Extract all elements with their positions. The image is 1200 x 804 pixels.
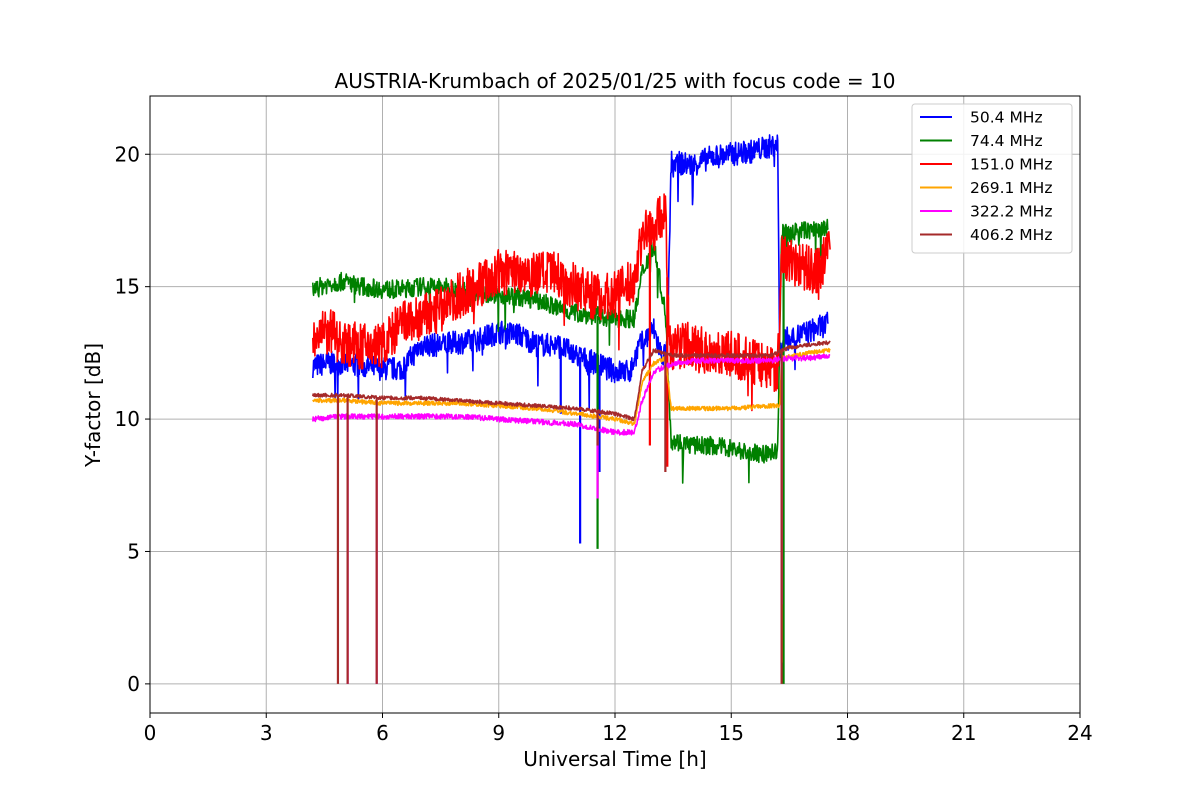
y-tick-label: 0 <box>127 672 140 696</box>
x-tick-label: 9 <box>492 721 505 745</box>
legend-label: 322.2 MHz <box>970 203 1052 221</box>
x-tick-label: 0 <box>144 721 157 745</box>
x-tick-label: 3 <box>260 721 273 745</box>
y-tick-label: 5 <box>127 539 140 563</box>
legend-label: 74.4 MHz <box>970 132 1043 150</box>
legend: 50.4 MHz 74.4 MHz 151.0 MHz 269.1 MHz 322.2… <box>911 103 1073 254</box>
series-layer <box>312 134 831 684</box>
x-tick-label: 12 <box>602 721 627 745</box>
series-line <box>312 193 831 412</box>
y-axis-label: Y-factor [dB] <box>81 343 105 468</box>
series-line <box>312 134 829 409</box>
legend-label: 151.0 MHz <box>970 156 1052 174</box>
y-tick-label: 15 <box>115 275 140 299</box>
x-tick-label: 21 <box>951 721 976 745</box>
x-tick-label: 6 <box>376 721 389 745</box>
legend-label: 50.4 MHz <box>970 109 1043 127</box>
series-line <box>312 218 829 484</box>
x-tick-label: 18 <box>835 721 860 745</box>
y-tick-label: 10 <box>115 407 140 431</box>
legend-label: 406.2 MHz <box>970 226 1052 244</box>
series-line <box>312 353 831 436</box>
chart-title: AUSTRIA-Krumbach of 2025/01/25 with focu… <box>335 69 896 93</box>
x-tick-label: 24 <box>1067 721 1092 745</box>
series-line <box>312 340 831 422</box>
tick-layer: 0 3 6 9 12 15 18 21 24 0 5 10 15 20 <box>115 142 1093 745</box>
x-axis-label: Universal Time [h] <box>523 747 706 771</box>
x-tick-label: 15 <box>719 721 744 745</box>
y-tick-label: 20 <box>115 142 140 166</box>
legend-label: 269.1 MHz <box>970 179 1052 197</box>
series-line <box>312 347 831 426</box>
